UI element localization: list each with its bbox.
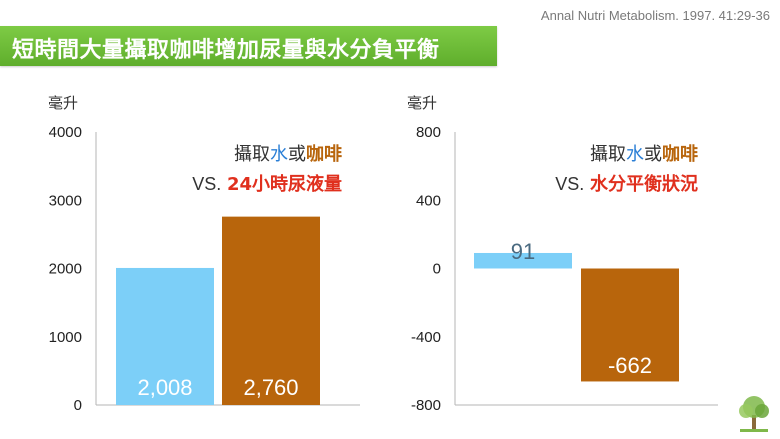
chart2-ytick-label: 400 <box>416 192 441 209</box>
chart2-data-label-coffee: -662 <box>608 353 652 378</box>
chart2-ytick-label: -400 <box>411 329 441 346</box>
title-banner: 短時間大量攝取咖啡增加尿量與水分負平衡 <box>0 26 497 66</box>
chart1-legend-prefix: 攝取 <box>234 144 270 165</box>
chart1-data-label-water: 2,008 <box>137 375 192 400</box>
chart1-ytick-label: 4000 <box>49 124 82 141</box>
chart2-legend-measure: 水分平衡狀況 <box>590 174 698 195</box>
chart2-ytick-label: 0 <box>433 261 441 278</box>
chart1-ytick-label: 1000 <box>49 329 82 346</box>
chart2-ytick-label: 800 <box>416 124 441 141</box>
chart1-legend-water: 水 <box>270 144 288 165</box>
chart1-ytick-label: 0 <box>74 397 82 414</box>
page-title: 短時間大量攝取咖啡增加尿量與水分負平衡 <box>12 38 440 63</box>
chart2-bar-coffee <box>581 268 679 382</box>
chart2-legend-or: 或 <box>644 144 662 165</box>
chart2-bar-water <box>474 252 572 269</box>
chart1-legend-or: 或 <box>288 144 306 165</box>
chart2-legend-line1: 攝取水或咖啡 <box>590 140 698 166</box>
chart1-legend-measure: 24小時尿液量 <box>226 174 342 195</box>
chart2-legend-vs: VS. <box>555 174 585 194</box>
chart2-legend-water: 水 <box>626 144 644 165</box>
chart1-legend-line2: VS. 24小時尿液量 <box>192 170 342 196</box>
tree-logo-icon <box>739 396 769 432</box>
chart1-data-label-coffee: 2,760 <box>243 375 298 400</box>
chart1-ytick-label: 3000 <box>49 192 82 209</box>
chart1-legend-line1: 攝取水或咖啡 <box>234 140 342 166</box>
chart1-legend-vs: VS. <box>192 174 222 194</box>
chart1-legend-coffee: 咖啡 <box>306 144 342 165</box>
chart1-bar-water <box>116 267 214 405</box>
chart2-unit-label: 毫升 <box>407 94 438 112</box>
chart1-ytick-label: 2000 <box>49 261 82 278</box>
chart1-bar-coffee <box>222 216 320 405</box>
chart1-unit-label: 毫升 <box>48 94 79 112</box>
chart2-legend-coffee: 咖啡 <box>662 144 698 165</box>
chart2-legend-line2: VS. 水分平衡狀況 <box>555 170 698 196</box>
chart2-legend-prefix: 攝取 <box>590 144 626 165</box>
citation: Annal Nutri Metabolism. 1997. 41:29-36 <box>540 8 770 23</box>
chart2-ytick-label: -800 <box>411 397 441 414</box>
chart2-data-label-water: 91 <box>511 239 535 264</box>
